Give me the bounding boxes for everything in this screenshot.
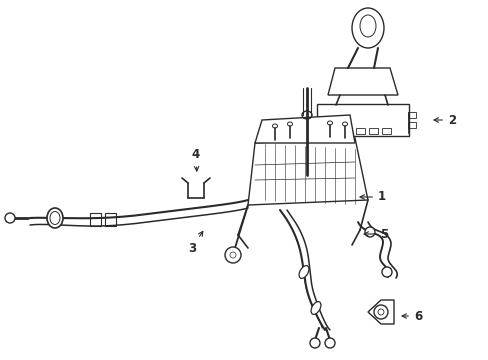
Text: 1: 1 bbox=[359, 190, 385, 203]
Circle shape bbox=[309, 338, 319, 348]
Ellipse shape bbox=[299, 266, 308, 278]
Text: 4: 4 bbox=[191, 148, 200, 171]
Text: 6: 6 bbox=[401, 310, 421, 323]
Ellipse shape bbox=[47, 208, 63, 228]
Polygon shape bbox=[254, 115, 354, 143]
Polygon shape bbox=[327, 68, 397, 95]
Ellipse shape bbox=[351, 8, 383, 48]
Ellipse shape bbox=[310, 302, 320, 314]
Polygon shape bbox=[367, 300, 393, 324]
FancyBboxPatch shape bbox=[316, 104, 408, 136]
FancyBboxPatch shape bbox=[104, 212, 115, 225]
Circle shape bbox=[364, 227, 374, 237]
Circle shape bbox=[224, 247, 241, 263]
Circle shape bbox=[373, 305, 387, 319]
Circle shape bbox=[5, 213, 15, 223]
Polygon shape bbox=[247, 138, 367, 205]
Text: 5: 5 bbox=[363, 228, 387, 240]
Circle shape bbox=[325, 338, 334, 348]
FancyBboxPatch shape bbox=[89, 212, 101, 225]
Text: 3: 3 bbox=[187, 231, 203, 255]
Circle shape bbox=[381, 267, 391, 277]
Text: 2: 2 bbox=[433, 113, 455, 126]
